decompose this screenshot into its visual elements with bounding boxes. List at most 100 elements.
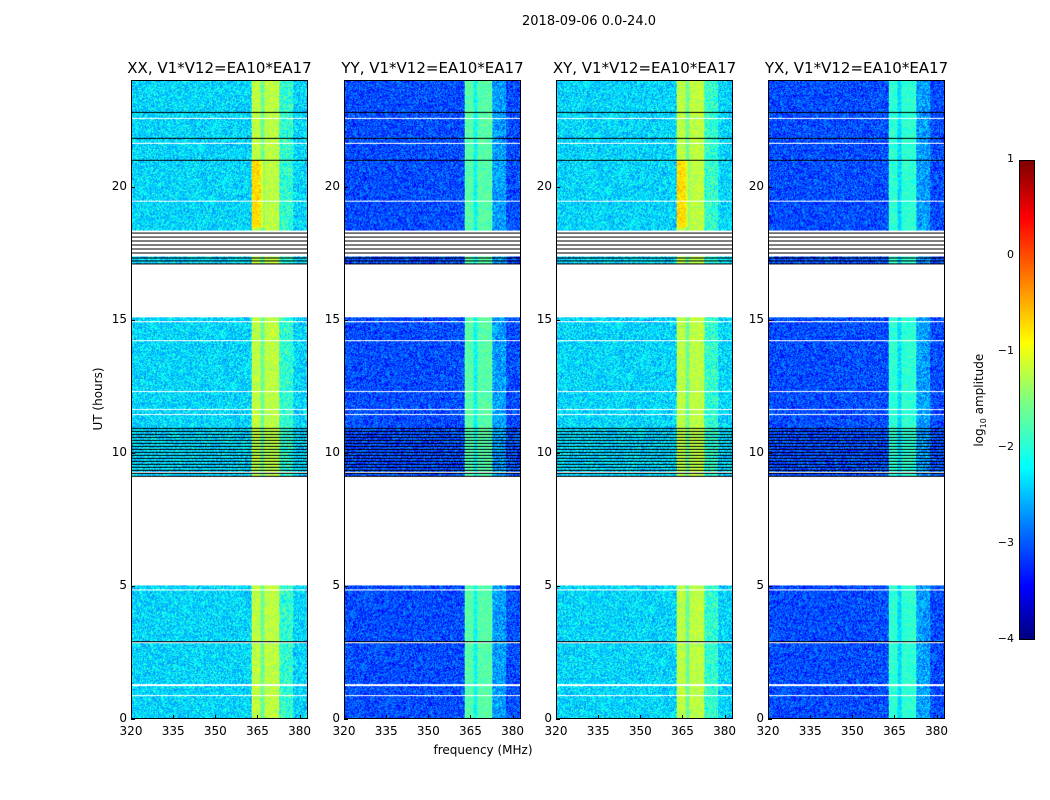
colorbar-tick-label: 1 [1007, 152, 1014, 165]
y-tick-mark [344, 585, 348, 587]
y-tick-mark [556, 452, 560, 454]
x-tick-mark [768, 715, 769, 719]
x-tick-label: 365 [670, 724, 694, 738]
x-tick-label: 350 [840, 724, 864, 738]
y-tick-label: 5 [756, 577, 764, 592]
x-tick-label: 380 [288, 724, 312, 738]
x-tick-label: 320 [544, 724, 568, 738]
spectrogram-image [769, 81, 944, 718]
y-tick-mark [768, 452, 772, 454]
x-tick-mark [173, 715, 175, 719]
y-tick-label: 10 [536, 444, 552, 459]
y-tick-label: 15 [536, 311, 552, 326]
x-tick-label: 365 [882, 724, 906, 738]
y-tick-mark [131, 319, 135, 321]
spectrogram-image [345, 81, 520, 718]
x-tick-mark [598, 715, 600, 719]
x-tick-mark [852, 715, 854, 719]
y-tick-label: 20 [111, 178, 127, 193]
x-tick-mark [299, 715, 301, 719]
x-tick-mark [512, 715, 514, 719]
y-tick-label: 10 [111, 444, 127, 459]
colorbar-tick-label: −3 [997, 536, 1014, 549]
x-tick-mark [640, 715, 642, 719]
y-tick-mark [131, 719, 135, 720]
y-tick-mark [556, 585, 560, 587]
y-tick-mark [768, 186, 772, 188]
x-tick-label: 365 [245, 724, 269, 738]
y-tick-mark [556, 319, 560, 321]
y-tick-label: 0 [332, 711, 340, 725]
colorbar-tick-label: −1 [997, 344, 1014, 357]
y-tick-mark [344, 186, 348, 188]
y-tick-label: 5 [544, 577, 552, 592]
spectrogram-panel [556, 80, 733, 719]
x-tick-label: 380 [713, 724, 737, 738]
x-tick-mark [344, 715, 345, 719]
panel-title: XY, V1*V12=EA10*EA17 [552, 59, 737, 77]
panel-title: YX, V1*V12=EA10*EA17 [764, 59, 949, 77]
x-tick-mark [215, 715, 217, 719]
x-tick-label: 365 [458, 724, 482, 738]
y-tick-label: 20 [536, 178, 552, 193]
x-tick-mark [724, 715, 726, 719]
x-tick-mark [682, 715, 684, 719]
colorbar-tick-label: 0 [1007, 248, 1014, 261]
y-tick-label: 20 [748, 178, 764, 193]
x-tick-label: 350 [416, 724, 440, 738]
y-tick-mark [344, 319, 348, 321]
x-tick-mark [257, 715, 259, 719]
x-tick-label: 350 [628, 724, 652, 738]
x-tick-mark [470, 715, 472, 719]
y-tick-mark [131, 452, 135, 454]
x-tick-label: 335 [586, 724, 610, 738]
y-tick-label: 0 [756, 711, 764, 725]
y-tick-label: 10 [324, 444, 340, 459]
y-tick-mark [344, 452, 348, 454]
x-tick-label: 320 [756, 724, 780, 738]
y-tick-label: 20 [324, 178, 340, 193]
x-tick-mark [936, 715, 938, 719]
spectrogram-panel [344, 80, 521, 719]
x-tick-mark [428, 715, 430, 719]
x-tick-label: 380 [501, 724, 525, 738]
x-tick-mark [131, 715, 132, 719]
spectrogram-panel [131, 80, 308, 719]
y-tick-label: 5 [332, 577, 340, 592]
y-tick-label: 0 [119, 711, 127, 725]
y-tick-mark [556, 186, 560, 188]
x-tick-label: 335 [161, 724, 185, 738]
colorbar [1019, 160, 1035, 640]
panel-title: YY, V1*V12=EA10*EA17 [341, 59, 524, 77]
y-tick-label: 5 [119, 577, 127, 592]
y-tick-label: 15 [111, 311, 127, 326]
panel-title: XX, V1*V12=EA10*EA17 [127, 59, 312, 77]
x-tick-label: 380 [925, 724, 949, 738]
spectrogram-image [557, 81, 732, 718]
x-tick-label: 320 [119, 724, 143, 738]
x-tick-label: 350 [203, 724, 227, 738]
x-tick-label: 335 [798, 724, 822, 738]
y-tick-mark [131, 585, 135, 587]
y-axis-label: UT (hours) [91, 367, 105, 431]
colorbar-tick-label: −2 [997, 440, 1014, 453]
colorbar-tick-label: −4 [997, 632, 1014, 645]
y-tick-mark [768, 319, 772, 321]
x-tick-mark [810, 715, 812, 719]
y-tick-mark [344, 719, 348, 720]
y-tick-label: 0 [544, 711, 552, 725]
x-tick-label: 335 [374, 724, 398, 738]
y-tick-label: 15 [748, 311, 764, 326]
x-tick-mark [894, 715, 896, 719]
spectrogram-panel [768, 80, 945, 719]
colorbar-label: log10 amplitude [971, 353, 989, 447]
spectrogram-image [132, 81, 307, 718]
y-tick-mark [768, 719, 772, 720]
y-tick-mark [768, 585, 772, 587]
x-axis-label: frequency (MHz) [433, 743, 533, 757]
y-tick-mark [131, 186, 135, 188]
y-tick-label: 15 [324, 311, 340, 326]
figure-title: 2018-09-06 0.0-24.0 [522, 14, 656, 29]
y-tick-mark [556, 719, 560, 720]
